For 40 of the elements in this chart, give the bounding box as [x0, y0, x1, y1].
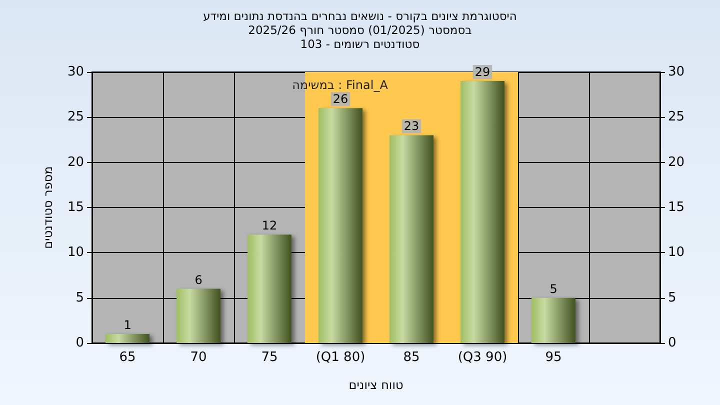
bar: [460, 81, 505, 343]
x-tick-label: 70: [190, 350, 207, 365]
data-label: 26: [332, 92, 348, 106]
y-tick-label: 5: [76, 290, 84, 306]
bar: [105, 334, 150, 343]
data-label: 23: [404, 119, 420, 134]
data-label: 12: [262, 218, 278, 233]
data-label: 1: [124, 318, 132, 332]
y2-tick-label: 25: [668, 110, 685, 125]
chart-subtitle: בסמסטר (01/2025) סמסטר חורף 2025/26 סטודנטים רשומים - 103: [247, 23, 473, 51]
x-tick-label: 95: [545, 350, 562, 365]
bar: [176, 288, 221, 343]
bar: [531, 298, 576, 343]
y-tick-label: 10: [67, 245, 84, 260]
data-label: 6: [194, 272, 202, 287]
y2-tick-label: 30: [668, 64, 685, 80]
y2-tick-label: 0: [668, 336, 676, 350]
y-tick-label: 15: [67, 200, 84, 215]
x-tick-label: 75: [261, 350, 278, 365]
y2-tick-label: 5: [668, 290, 676, 306]
annotation: Final_A : במשימה: [291, 78, 389, 92]
x-tick-label: 85: [403, 350, 420, 365]
bar: [247, 234, 292, 343]
y2-tick-label: 20: [668, 154, 685, 170]
y-tick-label: 20: [67, 154, 84, 170]
y-tick-label: 30: [67, 64, 84, 80]
bar: [389, 135, 434, 343]
chart-title: היסטוגרמת ציונים בקורס - נושאים נבחרים בהנדסת נתונים ומידע: [202, 9, 518, 23]
y2-tick-label: 15: [668, 200, 685, 215]
bar: [318, 108, 363, 343]
y2-tick-label: 10: [668, 245, 685, 260]
x-tick-label: (Q1 80): [316, 350, 366, 365]
y-axis-title: מספר סטודנטים: [41, 166, 55, 249]
x-tick-label: 65: [119, 350, 136, 365]
x-axis-title: טווח ציונים: [348, 378, 404, 392]
x-tick-label: (Q3 90): [458, 350, 508, 365]
data-label: 29: [474, 65, 490, 80]
data-label: 5: [550, 282, 558, 296]
y-tick-label: 25: [67, 110, 84, 125]
y-tick-label: 0: [76, 336, 84, 350]
